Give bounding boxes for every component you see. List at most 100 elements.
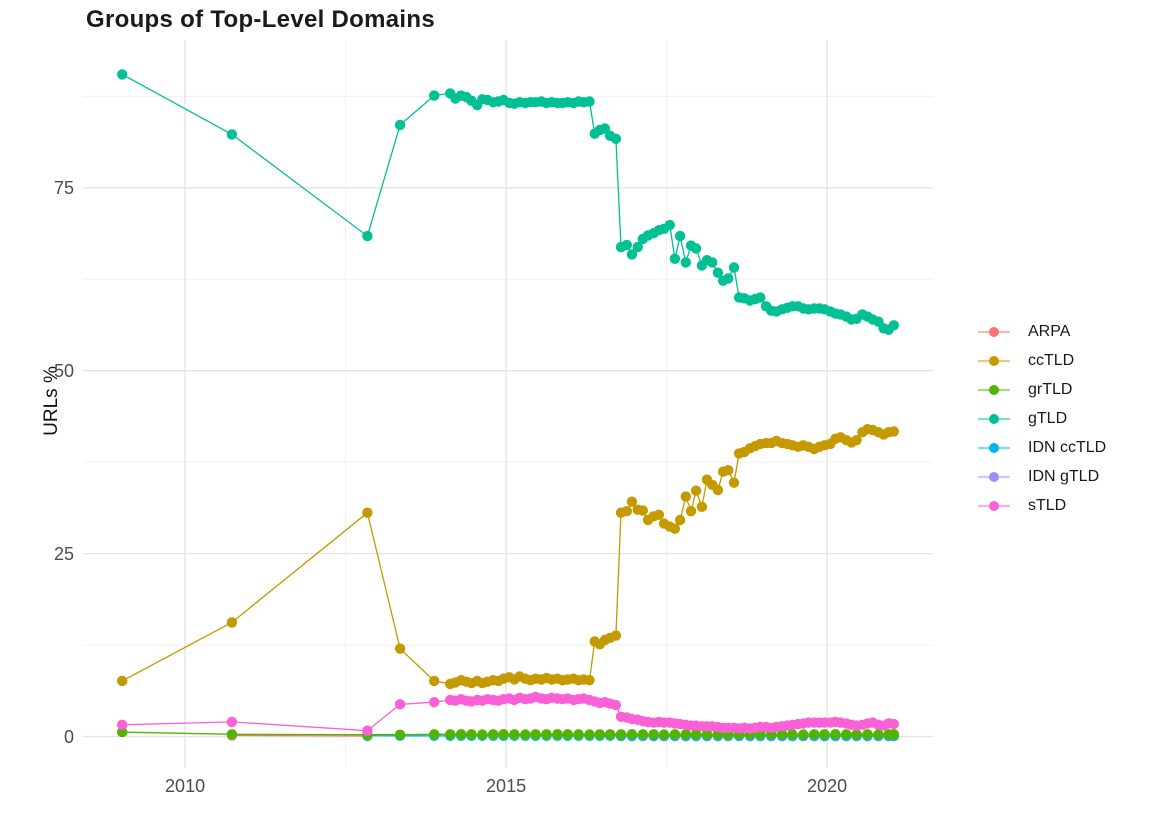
x-tick-label: 2010 <box>165 776 205 796</box>
data-point-gtld <box>680 257 691 268</box>
y-tick-label: 0 <box>64 727 74 747</box>
series-cctld <box>117 424 899 690</box>
data-point-gtld <box>599 123 611 134</box>
data-point-grtld <box>830 729 841 740</box>
data-point-grtld <box>809 729 820 740</box>
data-point-grtld <box>851 729 862 740</box>
data-point-grtld <box>819 729 830 740</box>
y-tick-label: 25 <box>54 544 74 564</box>
data-point-gtld <box>610 133 622 144</box>
data-point-gtld <box>429 90 440 101</box>
data-point-grtld <box>798 729 809 740</box>
data-point-cctld <box>226 617 238 628</box>
x-tick-label: 2020 <box>807 776 847 796</box>
legend-key-icon <box>978 501 1010 511</box>
data-point-cctld <box>653 509 665 520</box>
series-gtld <box>117 69 899 335</box>
data-point-cctld <box>621 506 632 517</box>
data-point-grtld <box>488 729 499 740</box>
legend-item-label: grTLD <box>1028 381 1073 398</box>
data-point-grtld <box>787 729 798 740</box>
legend-item-idn-cctld: IDN ccTLD <box>978 437 1106 459</box>
legend-item-arpa: ARPA <box>978 321 1106 343</box>
data-point-cctld <box>690 485 702 496</box>
legend-key-icon <box>978 385 1010 395</box>
data-point-cctld <box>851 435 862 446</box>
data-point-gtld <box>674 230 686 242</box>
data-point-gtld <box>669 253 681 264</box>
data-point-gtld <box>755 292 766 303</box>
data-point-stld <box>117 719 128 730</box>
data-point-gtld <box>723 273 734 284</box>
data-point-cctld <box>584 675 595 686</box>
data-point-grtld <box>615 729 627 740</box>
data-point-gtld <box>888 320 899 331</box>
legend-item-label: sTLD <box>1028 497 1067 514</box>
data-point-gtld <box>394 119 406 131</box>
data-point-cctld <box>696 501 708 512</box>
data-point-gtld <box>707 257 718 268</box>
data-point-stld <box>429 697 440 708</box>
data-point-gtld <box>690 243 702 254</box>
data-point-grtld <box>455 729 467 740</box>
series-line-gtld <box>121 73 895 331</box>
data-point-grtld <box>594 729 605 740</box>
data-point-grtld <box>701 729 713 740</box>
data-point-stld <box>610 699 622 711</box>
data-point-grtld <box>530 729 541 740</box>
legend-item-label: ccTLD <box>1028 352 1075 369</box>
data-point-cctld <box>723 465 734 476</box>
data-point-cctld <box>394 643 406 654</box>
chart-title: Groups of Top-Level Domains <box>86 6 436 33</box>
data-point-grtld <box>873 729 884 740</box>
data-point-cctld <box>610 630 622 641</box>
legend-key-icon <box>978 327 1010 337</box>
data-point-cctld <box>429 675 440 687</box>
data-point-stld <box>362 725 373 736</box>
data-point-grtld <box>117 726 128 738</box>
data-point-stld <box>226 716 238 728</box>
data-point-cctld <box>637 505 648 516</box>
legend-item-gtld: gTLD <box>978 408 1106 430</box>
data-point-grtld <box>445 729 456 740</box>
data-point-grtld <box>520 729 531 740</box>
legend-key-icon <box>978 414 1010 424</box>
y-tick-label: 75 <box>54 178 74 198</box>
data-point-stld <box>888 718 899 730</box>
data-point-gtld <box>632 241 643 253</box>
series-stld <box>117 691 899 736</box>
data-point-grtld <box>226 729 238 740</box>
data-point-grtld <box>669 729 681 740</box>
series-arpa <box>226 730 373 742</box>
x-tick-label: 2015 <box>486 776 526 796</box>
data-point-grtld <box>862 729 873 740</box>
data-point-gtld <box>362 230 373 242</box>
data-point-gtld <box>621 239 632 251</box>
data-point-grtld <box>466 729 477 740</box>
data-point-grtld <box>562 729 573 740</box>
data-point-gtld <box>712 267 724 278</box>
legend-item-label: IDN ccTLD <box>1028 439 1107 456</box>
data-point-grtld <box>394 729 406 740</box>
y-tick-label: 50 <box>54 361 74 381</box>
data-point-grtld <box>626 729 638 740</box>
legend: ARPA ccTLD grTLD gTLD IDN ccTLD IDN gTLD sTLD <box>978 321 1106 517</box>
legend-item-label: ARPA <box>1028 323 1071 340</box>
legend-item-cctld: ccTLD <box>978 350 1106 372</box>
data-point-cctld <box>712 484 724 496</box>
legend-key-icon <box>978 443 1010 453</box>
series-line-arpa <box>231 734 368 737</box>
data-point-grtld <box>498 729 509 740</box>
data-point-grtld <box>841 729 852 740</box>
data-point-gtld <box>226 129 238 140</box>
legend-item-grtld: grTLD <box>978 379 1106 401</box>
data-point-grtld <box>584 729 595 740</box>
data-point-grtld <box>680 729 691 740</box>
data-point-grtld <box>658 729 670 740</box>
data-point-stld <box>394 699 406 710</box>
data-point-grtld <box>604 729 616 740</box>
data-point-cctld <box>888 426 899 437</box>
data-point-cctld <box>680 491 691 502</box>
